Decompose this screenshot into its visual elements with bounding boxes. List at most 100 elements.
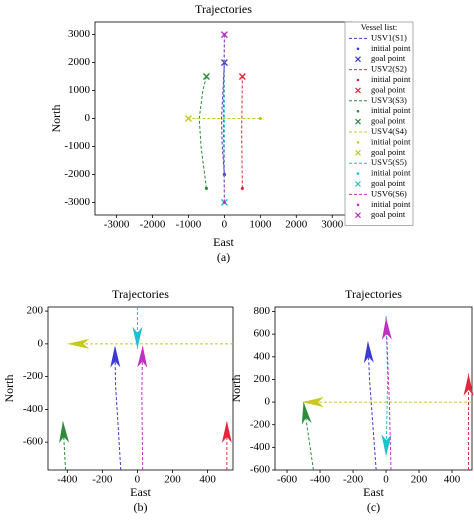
y-tick-label: -200 — [250, 418, 271, 430]
initial-point — [222, 200, 226, 205]
legend-label: USV3(S3) — [371, 95, 407, 105]
legend-label: initial point — [371, 105, 411, 115]
vessel-arrow — [363, 340, 374, 364]
x-tick-label: 2000 — [285, 219, 308, 231]
y-tick-label: -400 — [23, 403, 44, 415]
x-tick-label: -3000 — [104, 219, 130, 231]
y-tick-label: -3000 — [64, 196, 90, 208]
legend-label: goal point — [371, 116, 406, 126]
y-tick-label: 200 — [254, 373, 271, 385]
vessel-arrow — [137, 345, 148, 368]
legend-label: USV5(S5) — [371, 157, 407, 167]
legend-dot — [356, 141, 360, 144]
legend-label: goal point — [371, 84, 406, 94]
y-tick-label: -600 — [23, 436, 44, 448]
chart-title: Trajectories — [112, 287, 169, 301]
x-tick-label: 400 — [199, 474, 216, 486]
legend-label: initial point — [371, 168, 411, 178]
trajectory — [385, 317, 392, 471]
legend-label: initial point — [371, 43, 411, 53]
vessel-arrow — [301, 402, 312, 425]
legend-label: USV2(S2) — [371, 64, 407, 74]
legend-cross — [355, 212, 361, 219]
legend-cross — [355, 181, 361, 187]
legend-cross — [355, 149, 361, 156]
legend-dot — [356, 172, 360, 175]
goal-point — [184, 115, 192, 122]
legend-dot — [356, 78, 360, 82]
legend-label: goal point — [371, 53, 406, 63]
initial-point — [204, 186, 209, 191]
caption: (c) — [367, 500, 380, 514]
legend-dot — [356, 47, 360, 51]
legend-cross — [355, 56, 361, 63]
vessel-arrow — [132, 326, 143, 349]
y-tick-label: -600 — [250, 464, 271, 476]
y-tick-label: 0 — [85, 112, 91, 124]
trajectory — [367, 340, 377, 471]
legend-dot — [356, 203, 360, 207]
x-axis-label: East — [130, 485, 151, 499]
goal-point — [220, 31, 228, 39]
y-tick-label: -200 — [23, 370, 44, 382]
plot-area — [274, 306, 473, 471]
plot-area — [47, 306, 234, 471]
x-tick-label: -400 — [310, 474, 331, 486]
vessel-arrow — [381, 317, 392, 340]
caption: (a) — [217, 250, 230, 264]
vessel-arrow — [67, 338, 90, 349]
y-tick-label: 0 — [265, 396, 271, 408]
legend-label: initial point — [371, 74, 411, 84]
x-tick-label: 400 — [444, 474, 461, 486]
x-tick-label: 0 — [222, 219, 228, 231]
y-tick-label: 2000 — [68, 56, 91, 68]
x-tick-label: 200 — [411, 474, 428, 486]
trajectory — [241, 76, 243, 189]
y-tick-label: 400 — [254, 350, 271, 362]
trajectory — [141, 345, 144, 471]
goal-point — [238, 73, 246, 81]
y-tick-label: 200 — [27, 305, 44, 317]
trajectory — [114, 345, 122, 471]
x-tick-label: -200 — [343, 474, 364, 486]
initial-point — [240, 186, 244, 191]
y-tick-label: 3000 — [68, 28, 91, 40]
x-tick-label: -2000 — [140, 219, 166, 231]
legend-label: USV4(S4) — [371, 126, 407, 136]
y-tick-label: 600 — [254, 328, 271, 340]
legend-label: initial point — [371, 136, 411, 146]
x-axis-label: East — [363, 485, 384, 499]
y-axis-label: North — [49, 105, 63, 133]
x-tick-label: 1000 — [249, 219, 272, 231]
vessel-arrow — [463, 373, 474, 396]
caption: (b) — [134, 500, 148, 514]
legend-label: USV6(S6) — [371, 188, 407, 198]
trajectory — [221, 62, 225, 175]
x-tick-label: 0 — [383, 474, 389, 486]
x-tick-label: -400 — [57, 474, 78, 486]
y-axis-label: North — [229, 375, 243, 403]
trajectory — [222, 34, 225, 203]
y-tick-label: 0 — [38, 337, 44, 349]
legend-cross — [355, 118, 361, 125]
legend-cross — [355, 87, 361, 94]
legend-dot — [356, 109, 360, 113]
vessel-arrow — [381, 434, 392, 457]
vessel-arrow — [221, 420, 232, 443]
initial-point — [258, 116, 262, 121]
x-tick-label: 0 — [135, 474, 141, 486]
legend-title: Vessel list: — [361, 22, 398, 32]
x-tick-label: -600 — [277, 474, 298, 486]
legend-label: initial point — [371, 199, 411, 209]
legend-label: goal point — [371, 178, 406, 188]
x-tick-label: 3000 — [321, 219, 344, 231]
vessel-arrow — [59, 420, 70, 444]
x-tick-label: -200 — [92, 474, 113, 486]
chart-title: Trajectories — [345, 287, 402, 301]
legend-label: goal point — [371, 147, 406, 157]
legend-label: goal point — [371, 209, 406, 219]
y-tick-label: 800 — [254, 305, 271, 317]
y-tick-label: -400 — [250, 441, 271, 453]
